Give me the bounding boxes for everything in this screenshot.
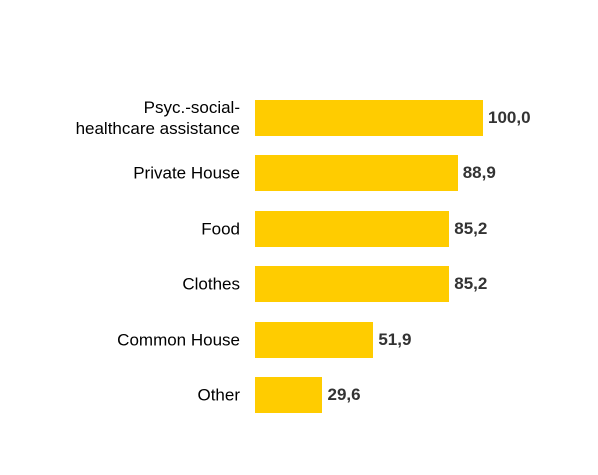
value-label: 88,9 (462, 163, 496, 183)
value-label: 85,2 (454, 218, 488, 238)
bar (255, 100, 483, 136)
value-label: 51,9 (378, 329, 412, 349)
value-label: 100,0 (488, 108, 531, 127)
bar (255, 321, 374, 358)
category-label: Other (197, 385, 240, 405)
category-label: Food (201, 219, 240, 239)
category-label: Clothes (182, 274, 240, 294)
bar (255, 155, 458, 192)
category-label: Psyc.-social- healthcare assistance (75, 98, 240, 138)
value-label: 85,2 (454, 274, 488, 294)
bar (255, 266, 450, 303)
category-label: Common House (117, 330, 240, 350)
category-label: Private House (133, 163, 240, 183)
bar (255, 377, 323, 413)
value-label: 29,6 (327, 385, 361, 404)
bar (255, 210, 450, 247)
